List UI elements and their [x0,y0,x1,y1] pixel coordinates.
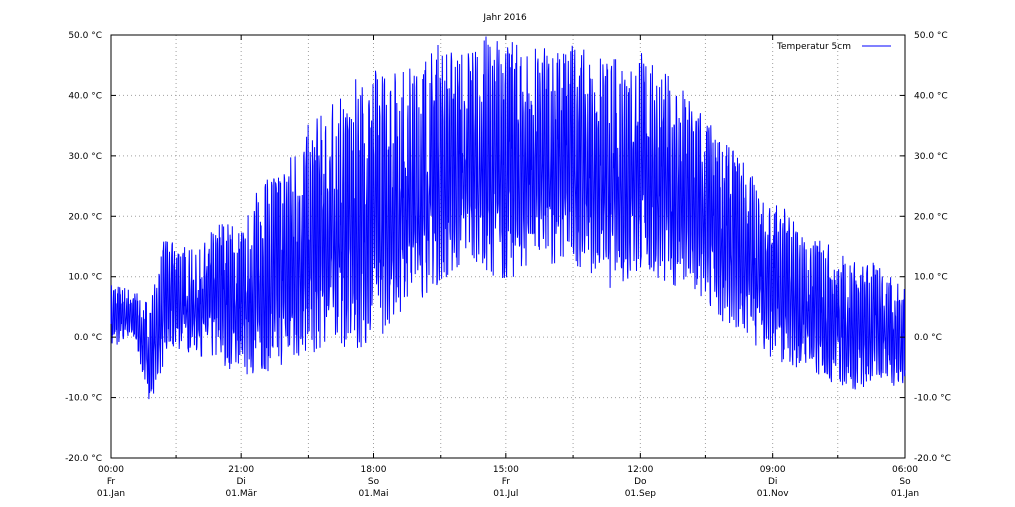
y-tick-label-right: 30.0 °C [914,152,948,162]
x-tick-label-time: 15:00 [493,465,519,475]
y-tick-label-right: -20.0 °C [914,454,951,464]
x-tick-label-date: 01.Sep [625,489,657,499]
x-tick-label-time: 18:00 [361,465,387,475]
y-tick-label-right: 0.0 °C [914,333,942,343]
x-tick-label-date: 01.Jan [97,489,125,499]
y-axis-left: -20.0 °C -10.0 °C 0.0 °C 10.0 °C 20.0 °C 30.0… [65,31,116,464]
x-tick-label-time: 00:00 [98,465,124,475]
y-tick-label-left: -20.0 °C [65,454,102,464]
y-tick-label-right: 20.0 °C [914,212,948,222]
x-tick-label-date: 01.Mai [358,489,388,499]
x-tick-label-time: 12:00 [627,465,653,475]
y-tick-label-right: 10.0 °C [914,273,948,283]
legend: Temperatur 5cm [776,42,891,52]
x-tick-label-weekday: So [368,477,380,487]
x-tick-label-date: 01.Jul [493,489,518,499]
x-tick-label-date: 01.Nov [757,489,790,499]
x-tick-label-weekday: Di [236,477,245,487]
y-tick-label-left: -10.0 °C [65,394,102,404]
x-tick-label-weekday: So [899,477,911,487]
x-tick-label-time: 21:00 [228,465,254,475]
series-line-temperatur-5cm [110,36,906,400]
y-axis-right: -20.0 °C -10.0 °C 0.0 °C 10.0 °C 20.0 °C 30.0… [900,31,951,464]
y-tick-label-left: 10.0 °C [68,273,102,283]
y-tick-label-right: 40.0 °C [914,91,948,101]
x-tick-label-weekday: Do [634,477,647,487]
x-tick-label-date: 01.Jan [891,489,919,499]
y-tick-label-left: 0.0 °C [74,333,102,343]
x-tick-label-weekday: Di [768,477,777,487]
y-tick-label-left: 40.0 °C [68,91,102,101]
plot-frame [110,34,906,459]
y-tick-label-left: 30.0 °C [68,152,102,162]
x-tick-label-weekday: Fr [107,477,116,487]
x-tick-label-weekday: Fr [502,477,511,487]
series-group [110,36,906,400]
x-axis: 00:00 Fr 01.Jan 21:00 Di 01.Mär 18:00 So 01.Mai 1… [97,35,919,499]
y-tick-label-left: 20.0 °C [68,212,102,222]
legend-label: Temperatur 5cm [776,42,851,52]
y-tick-label-left: 50.0 °C [68,31,102,41]
x-tick-label-date: 01.Mär [226,489,258,499]
x-tick-label-time: 09:00 [760,465,786,475]
y-tick-label-right: 50.0 °C [914,31,948,41]
x-tick-label-time: 06:00 [892,465,918,475]
y-tick-label-right: -10.0 °C [914,394,951,404]
chart-title: Jahr 2016 [482,13,527,23]
